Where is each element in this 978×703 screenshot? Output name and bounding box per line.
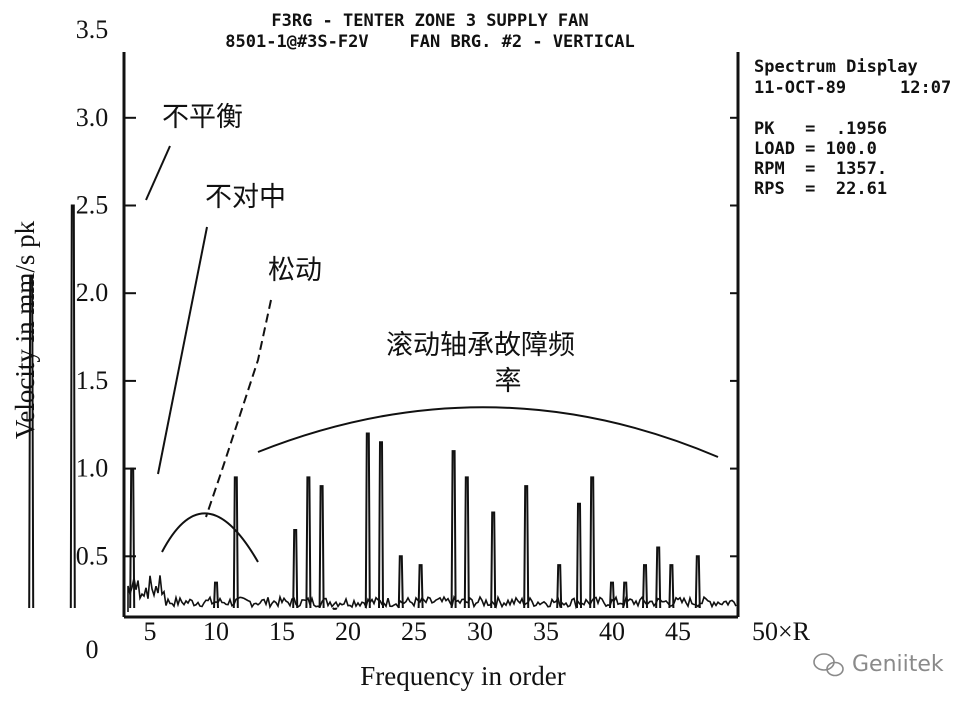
x-tick-label: 25	[401, 617, 427, 646]
y-tick-label: 3.0	[76, 103, 109, 132]
spectrum-peak	[668, 564, 675, 609]
spectrum-peak	[622, 581, 629, 609]
misalignment-label: 不对中	[205, 182, 286, 213]
spectrum-peaks	[28, 204, 701, 610]
spectrum-peak	[364, 432, 371, 609]
x-tick-label: 30	[467, 617, 493, 646]
spectrum-peak	[556, 564, 563, 609]
spectrum-peak	[378, 441, 384, 609]
y-tick-label: 0.5	[76, 541, 109, 570]
looseness-arc	[161, 512, 259, 563]
spectrum-peak	[576, 502, 582, 609]
misalignment-pointer	[157, 226, 208, 475]
watermark-text: Geniitek	[852, 652, 944, 677]
unbalance-pointer	[145, 145, 171, 201]
spectrum-peak	[28, 274, 35, 609]
spectrum-peak	[450, 450, 457, 609]
noise-trace	[127, 575, 737, 612]
noise-floor	[127, 575, 737, 612]
watermark: Geniitek	[813, 652, 944, 677]
right-tick-marks	[730, 116, 738, 558]
spectrum-peak	[523, 485, 530, 609]
spectrum-peak	[69, 204, 76, 609]
info-pk: PK = .1956	[754, 119, 887, 139]
spectrum-peak	[397, 555, 404, 609]
x-tick-label: 40	[599, 617, 625, 646]
spectrum-peak	[305, 476, 312, 609]
origin-label: 0	[86, 635, 99, 664]
x-tick-label: 10	[203, 617, 229, 646]
x-tick-labels: 5 10 15 20 25 30 35 40 45	[144, 617, 692, 646]
info-rpm: RPM = 1357.	[754, 159, 887, 179]
x-axis-title: Frequency in order	[360, 661, 565, 691]
spectrum-peak	[490, 511, 497, 609]
wechat-icon	[813, 653, 844, 677]
spectrum-peak	[655, 546, 662, 609]
x-axis-end-label: 50×R	[752, 617, 811, 646]
spectrum-peak	[332, 607, 338, 610]
plot-frame	[122, 52, 740, 619]
info-rps: RPS = 22.61	[754, 179, 887, 199]
x-tick-label: 5	[144, 617, 157, 646]
x-tick-label: 35	[533, 617, 559, 646]
y-tick-label: 2.5	[76, 191, 109, 220]
info-panel: Spectrum Display 11-OCT-89 12:07 PK = .1…	[754, 57, 951, 199]
x-tick-label: 45	[665, 617, 691, 646]
spectrum-peak	[232, 476, 239, 609]
spectrum-peak	[318, 485, 325, 609]
spectrum-peak	[694, 555, 701, 609]
chart-title-line2: 8501-1@#3S-F2V FAN BRG. #2 - VERTICAL	[225, 32, 634, 52]
y-tick-label: 2.0	[76, 278, 109, 307]
info-load: LOAD = 100.0	[754, 139, 877, 159]
spectrum-peak	[213, 581, 219, 609]
y-tick-marks	[124, 116, 136, 558]
bearing-arc	[257, 406, 719, 458]
spectrum-peak	[417, 564, 424, 609]
spectrum-peak	[463, 476, 470, 609]
spectrum-peak	[609, 581, 615, 609]
y-tick-label: 1.0	[76, 454, 109, 483]
info-date: 11-OCT-89	[754, 78, 846, 98]
y-tick-label: 3.5	[76, 15, 109, 44]
spectrum-peak	[642, 564, 648, 609]
y-axis-title: Velocity in mm/s pk	[10, 220, 40, 439]
spectrum-peak	[589, 476, 596, 609]
info-time: 12:07	[900, 78, 951, 98]
x-tick-label: 20	[335, 617, 361, 646]
looseness-label: 松动	[268, 255, 322, 286]
unbalance-label: 不平衡	[162, 102, 243, 133]
spectrum-peak	[292, 529, 299, 609]
bearing-label-line1: 滚动轴承故障频	[386, 330, 575, 361]
spectrum-peak	[129, 467, 136, 609]
x-tick-label: 15	[269, 617, 295, 646]
looseness-pointer	[205, 299, 272, 518]
y-tick-label: 1.5	[76, 366, 109, 395]
annotations	[145, 145, 719, 563]
bearing-label-line2: 率	[495, 366, 522, 397]
y-tick-labels: 0.5 1.0 1.5 2.0 2.5 3.0 3.5	[76, 15, 109, 570]
info-title: Spectrum Display	[754, 57, 918, 77]
chart-title-line1: F3RG - TENTER ZONE 3 SUPPLY FAN	[271, 11, 588, 31]
